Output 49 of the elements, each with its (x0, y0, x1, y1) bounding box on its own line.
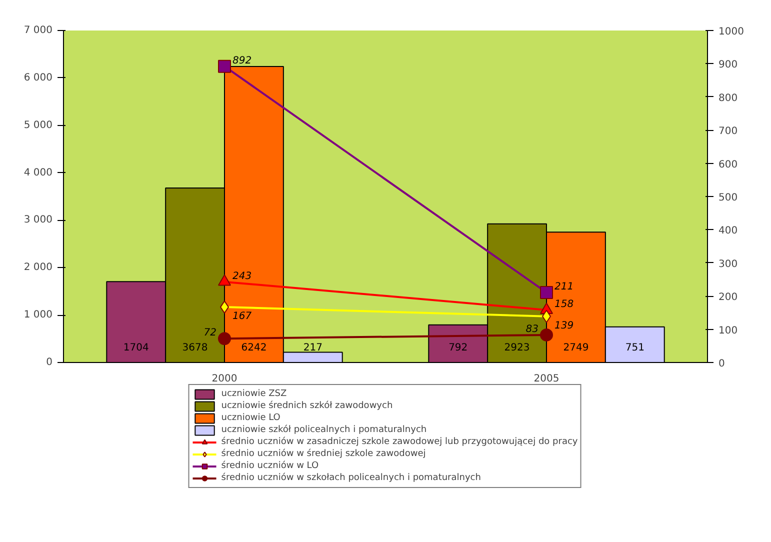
data-label: 243 (232, 270, 252, 282)
data-label: 217 (303, 342, 322, 354)
y2-tick-label: 600 (718, 159, 738, 170)
data-label: 6242 (241, 342, 267, 354)
data-label: 72 (204, 328, 217, 339)
legend-label: uczniowie średnich szkół zawodowych (221, 400, 393, 412)
legend-label: średnio uczniów w LO (221, 460, 319, 472)
legend-label: uczniowie ZSZ (221, 388, 287, 400)
data-label: 167 (232, 311, 252, 322)
y2-tick-label: 300 (718, 258, 738, 270)
data-label: 2749 (563, 342, 589, 354)
point (218, 332, 231, 346)
data-label: 751 (625, 342, 644, 354)
data-label: 892 (232, 55, 252, 66)
x-tick-label: 2005 (534, 374, 560, 384)
point (540, 286, 553, 299)
legend-label: uczniowie LO (221, 412, 280, 424)
y-tick-label: 1 000 (24, 310, 53, 321)
data-label: 158 (554, 299, 574, 310)
point (540, 328, 553, 342)
legend-label: średnio uczniów w szkołach policealnych i pomaturalnych (221, 472, 481, 484)
y-tick-label: 5 000 (24, 120, 53, 131)
y2-tick-label: 100 (718, 325, 738, 336)
data-label: 139 (554, 320, 574, 332)
legend-label: uczniowie szkół policealnych i pomaturalnych (221, 424, 427, 436)
y2-tick-label: 900 (718, 60, 738, 71)
data-label: 1704 (123, 342, 149, 354)
data-label: 2923 (504, 342, 530, 354)
y2-tick-label: 0 (718, 358, 725, 370)
y2-tick-label: 400 (718, 226, 738, 237)
y-tick-label: 0 (46, 357, 53, 368)
y2-tick-label: 200 (718, 292, 738, 304)
y-tick-label: 4 000 (24, 167, 53, 178)
point (218, 60, 231, 73)
data-label: 3678 (182, 342, 208, 354)
y2-tick-label: 700 (718, 126, 738, 138)
legend-label: średnio uczniów w zasadniczej szkole zawodowej lub przygotowującej do pracy (221, 436, 578, 448)
y-tick-label: 6 000 (24, 72, 53, 84)
y-tick-label: 3 000 (24, 214, 53, 226)
y-tick-label: 7 000 (24, 25, 53, 36)
legend-label: średnio uczniów w średniej szkole zawodowej (221, 448, 426, 460)
data-label: 83 (526, 324, 539, 335)
y-tick-label: 2 000 (24, 262, 53, 274)
data-label: 792 (448, 342, 468, 354)
data-label: 211 (554, 281, 574, 292)
y2-tick-label: 1000 (718, 26, 744, 38)
y2-tick-label: 800 (718, 92, 738, 104)
y2-tick-label: 500 (718, 192, 738, 204)
x-tick-label: 2000 (212, 374, 238, 384)
